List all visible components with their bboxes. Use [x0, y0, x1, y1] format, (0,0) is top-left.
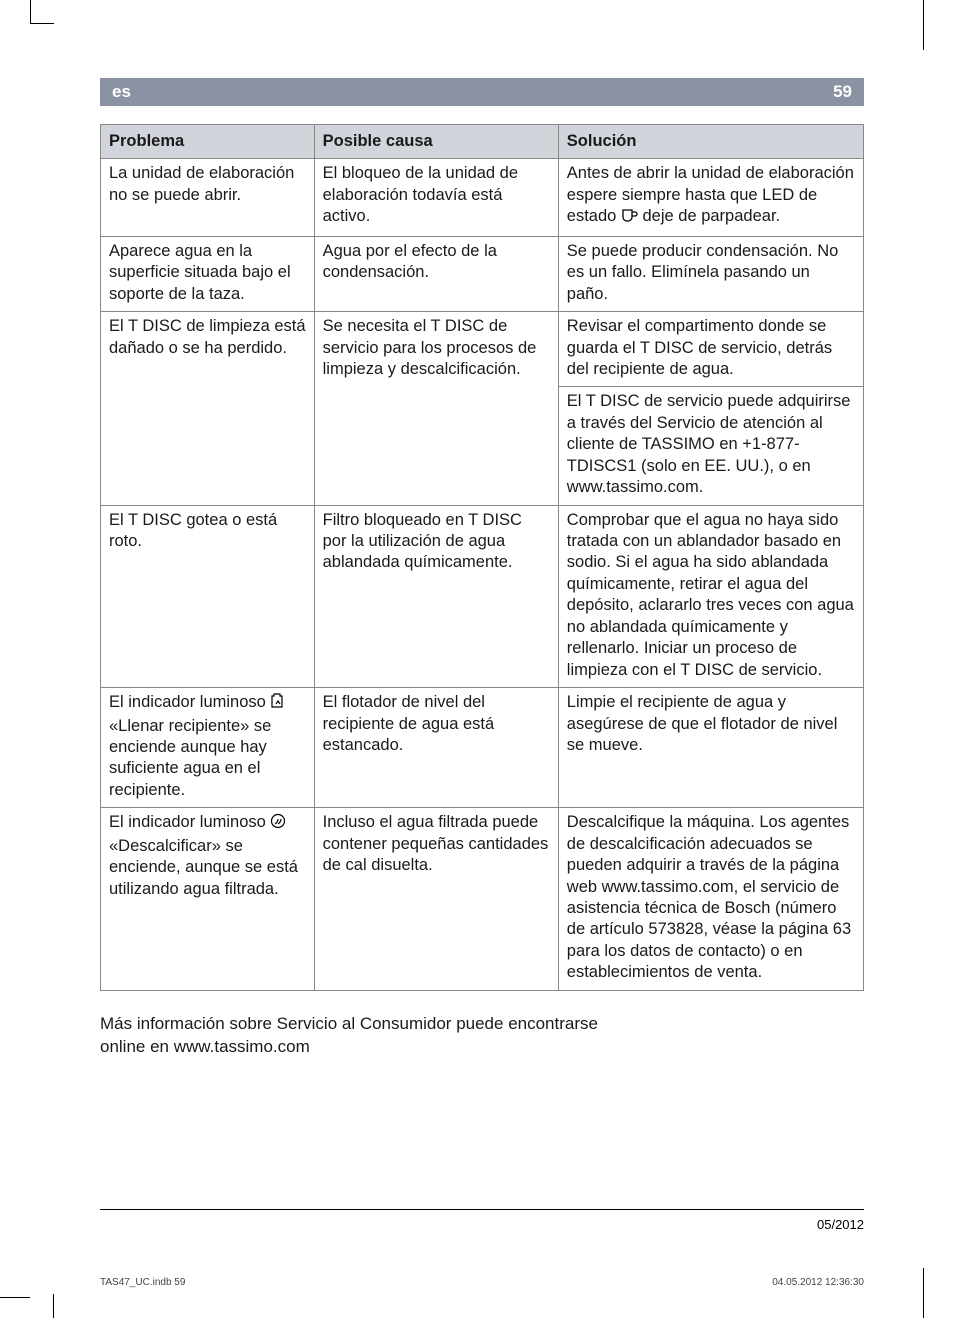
cell-cause: El flotador de nivel del recipiente de a… [314, 688, 558, 808]
table-row: El indicador luminoso «Descalcificar» se… [101, 808, 864, 991]
crop-mark [30, 0, 54, 24]
footer-paragraph: Más información sobre Servicio al Consum… [100, 1013, 864, 1059]
footer-meta-filename: TAS47_UC.indb 59 [100, 1277, 185, 1288]
cell-solution: Se puede producir condensación. No es un… [558, 236, 863, 311]
table-header-row: Problema Posible causa Solución [101, 125, 864, 159]
cell-solution: Revisar el compartimento donde se guarda… [558, 312, 863, 387]
text: «Descalcificar» se enciende, aunque se e… [109, 837, 298, 898]
footer-line-2: online en www.tassimo.com [100, 1037, 310, 1056]
footer-rule [100, 1209, 864, 1210]
text: El indicador luminoso [109, 693, 270, 711]
col-header-cause: Posible causa [314, 125, 558, 159]
footer-line-1: Más información sobre Servicio al Consum… [100, 1014, 598, 1033]
cell-cause: El bloqueo de la unidad de elaboración t… [314, 159, 558, 236]
page-date: 05/2012 [817, 1217, 864, 1232]
cell-solution: Descalcifique la máquina. Los agentes de… [558, 808, 863, 991]
cell-solution: Comprobar que el agua no haya sido trata… [558, 505, 863, 688]
table-row: El indicador luminoso «Llenar recipiente… [101, 688, 864, 808]
cell-problem: El indicador luminoso «Descalcificar» se… [101, 808, 315, 991]
cell-solution: El T DISC de servicio puede adquirirse a… [558, 387, 863, 505]
cell-solution: Antes de abrir la unidad de elaboración … [558, 159, 863, 236]
crop-mark [0, 1297, 30, 1298]
col-header-problem: Problema [101, 125, 315, 159]
cell-cause: Se necesita el T DISC de servicio para l… [314, 312, 558, 506]
troubleshoot-table: Problema Posible causa Solución La unida… [100, 124, 864, 991]
page-content: es 59 Problema Posible causa Solución La… [0, 0, 954, 1099]
descale-icon [270, 813, 286, 835]
text: El indicador luminoso [109, 813, 270, 831]
crop-mark [923, 0, 924, 50]
lang-badge: es [112, 82, 131, 102]
cell-problem: Aparece agua en la superficie situada ba… [101, 236, 315, 311]
text: «Llenar recipiente» se enciende aunque h… [109, 717, 271, 799]
crop-mark [53, 1294, 54, 1318]
table-row: Aparece agua en la superficie situada ba… [101, 236, 864, 311]
cell-problem: El T DISC gotea o está roto. [101, 505, 315, 688]
tank-icon [270, 692, 286, 715]
header-bar: es 59 [100, 78, 864, 106]
table-row: El T DISC gotea o está roto. Filtro bloq… [101, 505, 864, 688]
cell-cause: Filtro bloqueado en T DISC por la utiliz… [314, 505, 558, 688]
cell-cause: Agua por el efecto de la condensación. [314, 236, 558, 311]
table-row: La unidad de elaboración no se puede abr… [101, 159, 864, 236]
footer-meta-timestamp: 04.05.2012 12:36:30 [772, 1277, 864, 1288]
table-row: El T DISC de limpieza está dañado o se h… [101, 312, 864, 387]
cell-problem: El T DISC de limpieza está dañado o se h… [101, 312, 315, 506]
cell-cause: Incluso el agua filtrada puede contener … [314, 808, 558, 991]
page-number: 59 [833, 82, 852, 102]
cell-problem: El indicador luminoso «Llenar recipiente… [101, 688, 315, 808]
col-header-solution: Solución [558, 125, 863, 159]
cell-problem: La unidad de elaboración no se puede abr… [101, 159, 315, 236]
text: deje de parpadear. [638, 207, 780, 225]
crop-mark [923, 1268, 924, 1318]
cup-icon [621, 208, 638, 229]
cell-solution: Limpie el recipiente de agua y asegúrese… [558, 688, 863, 808]
